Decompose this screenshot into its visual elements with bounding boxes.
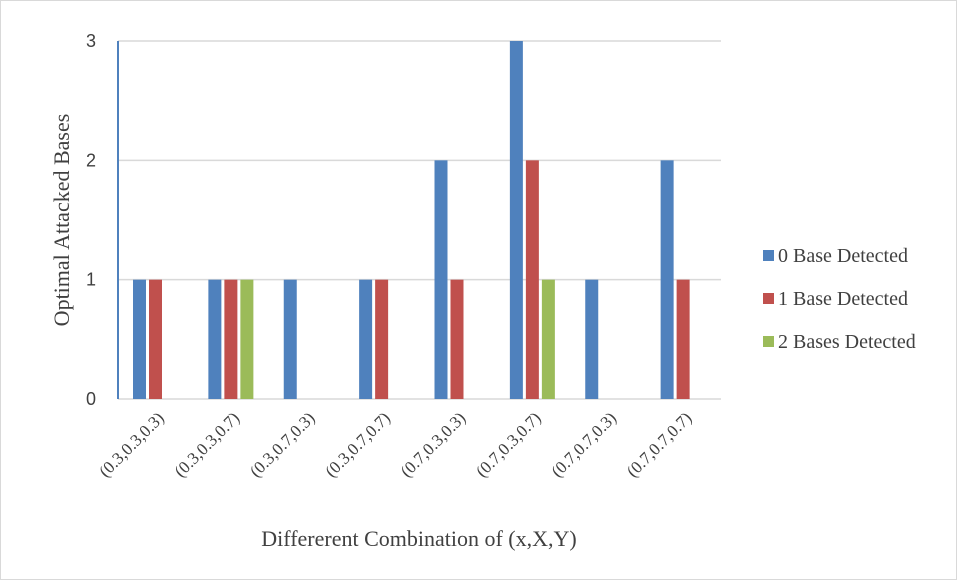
x-tick-label: (0.3,0.3,0.7)	[171, 408, 244, 481]
y-tick-label: 2	[86, 150, 96, 170]
bar-2-bases-detected	[240, 279, 254, 399]
x-tick-label: (0.7,0.7,0.3)	[548, 408, 621, 481]
y-tick-label: 1	[86, 270, 96, 290]
bar-1-base-detected	[149, 279, 162, 399]
x-axis-ticks: (0.3,0.3,0.3) (0.3,0.3,0.7) (0.3,0.7,0.3)(…	[95, 408, 695, 481]
x-tick-label: (0.7,0.3,0.7)	[472, 408, 545, 481]
bar-0-base-detected	[585, 279, 599, 399]
y-axis-title: Optimal Attacked Bases	[49, 114, 74, 327]
bar-0-base-detected	[509, 41, 523, 399]
x-tick-label: (0.7,0.7,0.7)	[623, 408, 696, 481]
legend: 0 Base Detected 1 Base Detected 2 Bases De…	[763, 245, 916, 353]
legend-swatch	[763, 250, 774, 261]
bars	[133, 41, 690, 399]
x-tick-label: (0.3,0.3,0.3)	[95, 408, 168, 481]
bar-0-base-detected	[359, 279, 373, 399]
bar-1-base-detected	[224, 279, 238, 399]
x-tick-label: (0.3,0.7,0.3)	[246, 408, 319, 481]
bar-1-base-detected	[450, 279, 464, 399]
bar-0-base-detected	[283, 279, 297, 399]
bar-0-base-detected	[208, 279, 222, 399]
legend-swatch	[763, 336, 774, 347]
bar-1-base-detected	[676, 279, 690, 399]
bar-1-base-detected	[525, 160, 539, 399]
x-tick-label: (0.7,0.3,0.3)	[397, 408, 470, 481]
bar-0-base-detected	[660, 160, 674, 399]
legend-label: 1 Base Detected	[778, 288, 908, 310]
legend-swatch	[763, 293, 774, 304]
y-tick-label: 0	[86, 389, 96, 409]
x-tick-label: (0.3,0.7,0.7)	[321, 408, 394, 481]
x-axis-title: Differerent Combination of (x,X,Y)	[261, 526, 576, 551]
bar-0-base-detected	[434, 160, 448, 399]
bar-0-base-detected	[133, 279, 146, 399]
legend-label: 0 Base Detected	[778, 245, 908, 267]
y-axis-ticks: 0 1 2 3	[86, 31, 96, 409]
bar-2-bases-detected	[541, 279, 555, 399]
legend-label: 2 Bases Detected	[778, 331, 916, 353]
y-tick-label: 3	[86, 31, 96, 51]
bar-1-base-detected	[375, 279, 389, 399]
